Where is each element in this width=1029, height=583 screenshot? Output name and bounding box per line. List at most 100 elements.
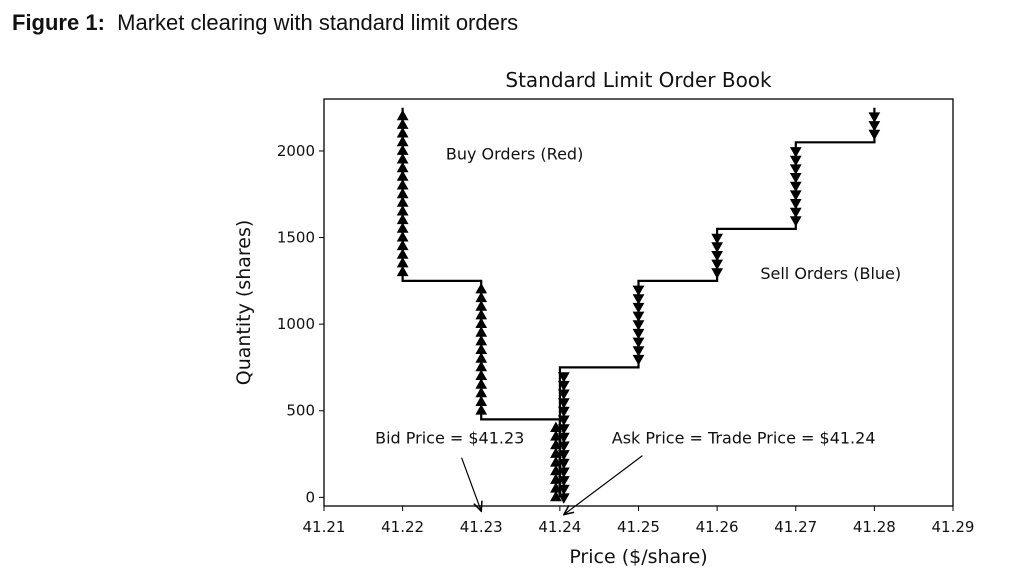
figure-label: Figure 1: xyxy=(12,10,105,35)
buy-order-marker xyxy=(396,187,409,199)
sell-order-marker xyxy=(558,372,570,383)
annotations: Buy Orders (Red) Sell Orders (Blue) Bid Pr… xyxy=(375,145,901,515)
bid-price-arrow xyxy=(461,457,482,512)
buy-order-marker xyxy=(396,213,409,225)
buy-order-marker xyxy=(396,257,409,268)
buy-order-marker xyxy=(475,352,488,363)
ask-price-annotation: Ask Price = Trade Price = $41.24 xyxy=(612,429,876,448)
sell-order-marker xyxy=(558,398,570,409)
sell-orders-annotation: Sell Orders (Blue) xyxy=(760,264,901,283)
buy-order-marker xyxy=(475,309,488,320)
buy-order-marker xyxy=(396,196,409,207)
sell-order-marker xyxy=(632,294,645,305)
sell-order-marker xyxy=(868,129,881,141)
sell-order-marker xyxy=(711,259,723,270)
buy-order-marker xyxy=(396,144,409,155)
sell-order-marker xyxy=(711,268,723,279)
sell-order-marker xyxy=(558,380,570,392)
y-tick-label: 2000 xyxy=(277,142,315,160)
buy-order-marker xyxy=(396,222,409,233)
sell-order-marker xyxy=(711,242,723,253)
sell-order-marker xyxy=(558,450,570,461)
buy-order-marker xyxy=(396,231,409,242)
sell-order-marker xyxy=(632,337,645,348)
sell-order-marker xyxy=(711,233,723,245)
x-tick-label: 41.26 xyxy=(696,518,739,536)
buy-order-marker xyxy=(396,170,409,181)
sell-order-marker xyxy=(789,147,802,158)
sell-order-marker xyxy=(789,173,802,184)
buy-order-marker xyxy=(475,395,488,406)
buy-order-marker xyxy=(396,179,409,190)
sell-order-marker xyxy=(632,354,645,366)
x-tick-label: 41.24 xyxy=(538,518,581,536)
buy-order-marker xyxy=(396,161,409,173)
buy-order-marker xyxy=(396,127,409,138)
sell-order-marker xyxy=(632,346,645,357)
sell-order-marker xyxy=(632,285,645,296)
sell-order-marker xyxy=(789,216,802,227)
buy-order-marker xyxy=(475,300,488,311)
sell-order-marker xyxy=(789,199,802,210)
bid-price-annotation: Bid Price = $41.23 xyxy=(375,429,524,448)
buy-order-marker xyxy=(475,317,488,328)
sell-order-marker xyxy=(558,415,570,426)
buy-order-marker xyxy=(475,283,488,294)
y-axis-label: Quantity (shares) xyxy=(233,220,255,386)
sell-order-marker xyxy=(558,441,570,452)
buy-order-marker xyxy=(396,239,409,251)
y-axis-ticks: 0 500 1000 1500 2000 xyxy=(277,142,324,506)
sell-order-marker xyxy=(789,155,802,167)
y-tick-label: 1500 xyxy=(277,229,315,247)
x-tick-label: 41.25 xyxy=(617,518,660,536)
y-tick-label: 1000 xyxy=(277,315,315,333)
sell-order-marker xyxy=(558,432,570,444)
sell-order-marker xyxy=(558,406,570,418)
buy-order-marker xyxy=(475,343,488,354)
sell-order-marker xyxy=(558,476,570,487)
sell-orders-series xyxy=(558,107,881,504)
chart-marks xyxy=(396,107,881,504)
sell-order-marker xyxy=(632,328,645,340)
buy-order-marker xyxy=(396,135,409,147)
x-tick-label: 41.29 xyxy=(932,518,975,536)
x-tick-label: 41.22 xyxy=(381,518,424,536)
x-tick-label: 41.28 xyxy=(853,518,896,536)
sell-order-marker xyxy=(789,190,802,201)
x-axis-ticks: 41.21 41.22 41.23 41.24 41.25 41.26 41.27 41.28… xyxy=(303,506,975,536)
buy-order-marker xyxy=(475,360,488,372)
buy-order-marker xyxy=(550,490,562,502)
sell-order-marker xyxy=(632,320,645,331)
sell-order-marker xyxy=(558,424,570,435)
buy-order-marker xyxy=(475,378,488,389)
x-tick-label: 41.23 xyxy=(460,518,503,536)
sell-order-marker xyxy=(558,458,570,470)
x-axis-label: Price ($/share) xyxy=(569,546,707,568)
figure-caption: Figure 1: Market clearing with standard … xyxy=(12,10,518,36)
sell-order-marker xyxy=(789,164,802,175)
sell-order-marker xyxy=(711,251,723,262)
y-tick-label: 0 xyxy=(305,488,315,506)
ask-price-arrow xyxy=(564,455,643,515)
buy-order-marker xyxy=(475,335,488,346)
buy-order-marker xyxy=(475,369,488,380)
sell-order-marker xyxy=(789,207,802,219)
buy-orders-annotation: Buy Orders (Red) xyxy=(446,145,583,164)
buy-order-marker xyxy=(396,118,409,129)
buy-order-marker xyxy=(396,153,409,164)
sell-order-marker xyxy=(868,121,881,132)
figure-caption-text: Market clearing with standard limit orde… xyxy=(117,10,519,35)
sell-order-marker xyxy=(558,467,570,478)
buy-order-marker xyxy=(475,386,488,398)
buy-order-marker xyxy=(475,326,488,337)
sell-order-marker xyxy=(558,484,570,496)
sell-order-marker xyxy=(558,389,570,400)
x-tick-label: 41.27 xyxy=(774,518,817,536)
buy-order-marker xyxy=(475,291,488,303)
buy-order-marker xyxy=(396,205,409,216)
chart-title: Standard Limit Order Book xyxy=(505,68,772,92)
buy-order-marker xyxy=(396,265,409,277)
buy-order-marker xyxy=(396,248,409,259)
sell-order-marker xyxy=(789,181,802,193)
